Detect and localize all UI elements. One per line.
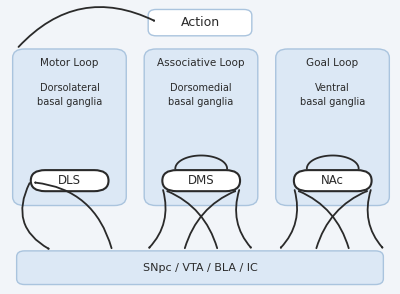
FancyBboxPatch shape [162,170,240,191]
Text: NAc: NAc [321,174,344,187]
FancyBboxPatch shape [144,49,258,206]
FancyBboxPatch shape [276,49,389,206]
Text: Dorsomedial
basal ganglia: Dorsomedial basal ganglia [168,83,234,107]
FancyBboxPatch shape [13,49,126,206]
Text: Action: Action [180,16,220,29]
Text: DLS: DLS [58,174,81,187]
Text: Motor Loop: Motor Loop [40,58,99,68]
FancyBboxPatch shape [17,251,383,285]
Text: Dorsolateral
basal ganglia: Dorsolateral basal ganglia [37,83,102,107]
Text: Associative Loop: Associative Loop [157,58,245,68]
FancyBboxPatch shape [31,170,108,191]
FancyBboxPatch shape [148,9,252,36]
Text: Goal Loop: Goal Loop [306,58,359,68]
Text: Ventral
basal ganglia: Ventral basal ganglia [300,83,365,107]
Text: SNpc / VTA / BLA / IC: SNpc / VTA / BLA / IC [143,263,257,273]
FancyBboxPatch shape [294,170,372,191]
Text: DMS: DMS [188,174,214,187]
